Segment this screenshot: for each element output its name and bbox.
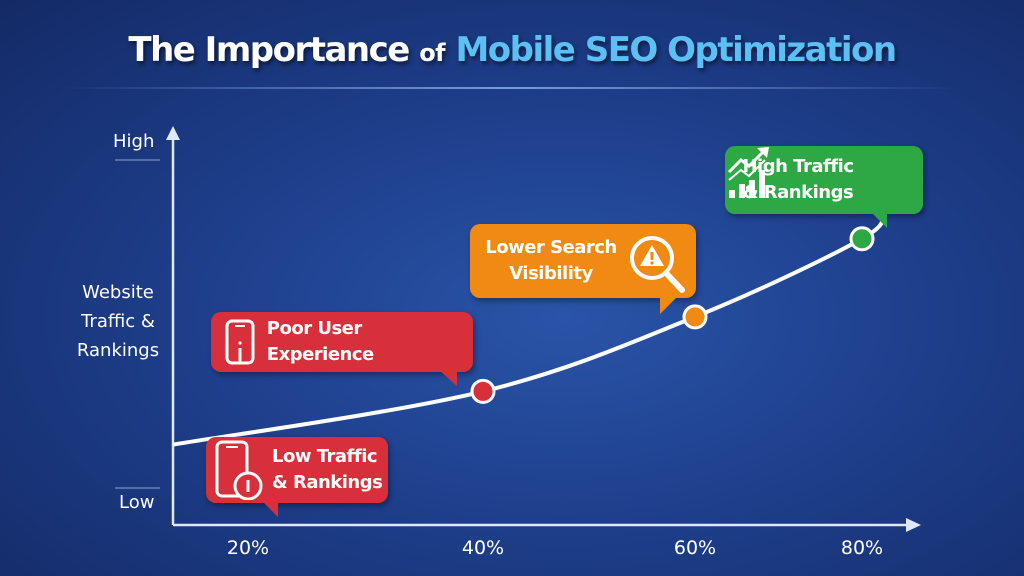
callout-pointer <box>262 501 278 517</box>
callout-pointer <box>871 212 887 228</box>
callout-text: & Rankings <box>742 182 854 203</box>
x-tick-label: 40% <box>461 537 505 559</box>
callout-pointer <box>660 296 678 314</box>
phone-alert-icon <box>215 440 263 500</box>
y-axis-arrow <box>166 126 180 140</box>
y-tick-low: Low <box>119 492 155 513</box>
title-accent: Mobile SEO Optimization <box>455 30 897 70</box>
data-point <box>470 378 496 404</box>
chart-title: The Importance of Mobile SEO Optimizatio… <box>0 30 1024 70</box>
x-axis-arrow <box>906 518 921 532</box>
callout-text: High Traffic <box>742 156 854 177</box>
callout-text: Low Traffic <box>272 446 378 467</box>
title-part: The Importance <box>128 30 410 70</box>
callout-text: Poor User Experience <box>266 318 374 365</box>
x-tick-label: 60% <box>673 537 717 559</box>
smartphone-icon <box>225 319 255 365</box>
callout-text: Lower Search <box>485 237 617 258</box>
magnifier-warning-icon <box>630 236 685 293</box>
callout-poor-user-experience: Poor User Experience <box>211 312 473 386</box>
callout-lower-search-visibility: Lower Search Visibility <box>470 224 696 314</box>
data-point <box>849 226 875 252</box>
growth-chart-icon <box>727 147 769 198</box>
callout-text: & Rankings <box>272 472 383 493</box>
callout-pointer <box>439 370 457 386</box>
callout-text: Visibility <box>509 263 593 284</box>
x-tick-label: 80% <box>840 537 884 559</box>
callout-low-traffic: Low Traffic & Rankings <box>206 437 388 517</box>
title-part: of <box>419 39 446 67</box>
data-point <box>682 304 708 330</box>
y-axis-label: Website Traffic & Rankings <box>76 282 160 361</box>
callout-high-traffic: High Traffic & Rankings <box>725 146 923 228</box>
title-divider <box>60 87 960 89</box>
y-tick-high: High <box>113 131 155 152</box>
x-tick-label: 20% <box>226 537 270 559</box>
